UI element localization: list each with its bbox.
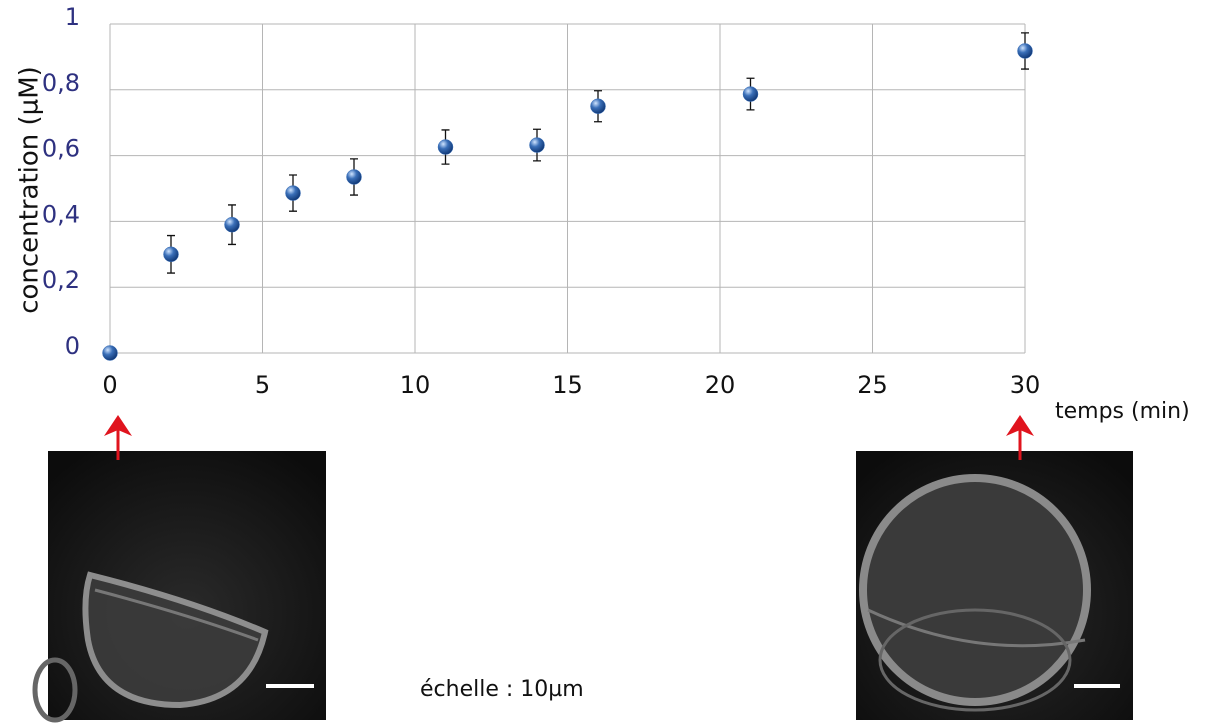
x-tick-label: 15 — [552, 371, 583, 399]
arrows — [104, 415, 1034, 460]
caption: échelle : 10µm — [420, 677, 584, 702]
x-axis-label: temps (min) — [1055, 399, 1190, 424]
point — [437, 139, 454, 155]
y-tick-label: 1 — [65, 3, 80, 31]
x-tick-label: 10 — [400, 371, 431, 399]
point — [590, 98, 606, 114]
point — [742, 86, 759, 102]
x-tick-label: 0 — [102, 371, 117, 399]
x-tick-label: 25 — [857, 371, 888, 399]
point — [224, 216, 240, 233]
point — [163, 246, 179, 263]
y-tick-label: 0,8 — [42, 69, 80, 97]
y-tick-label: 0 — [65, 332, 80, 360]
point — [1017, 43, 1033, 59]
plot: 00,20,40,60,810 5 10 15 20 25 30 — [42, 3, 1040, 399]
micrograph-right — [856, 451, 1133, 720]
point — [529, 137, 545, 153]
y-axis-label: concentration (µM) — [15, 66, 45, 314]
y-tick-label: 0,6 — [42, 135, 80, 163]
x-tick-label: 20 — [705, 371, 736, 399]
y-tick-label: 0,2 — [42, 266, 80, 294]
micrograph-left — [32, 451, 326, 723]
point — [102, 345, 118, 361]
point — [285, 185, 301, 201]
point — [346, 169, 362, 185]
y-tick-label: 0,4 — [42, 200, 80, 228]
x-tick-label: 30 — [1010, 371, 1041, 399]
x-tick-label: 5 — [255, 371, 270, 399]
